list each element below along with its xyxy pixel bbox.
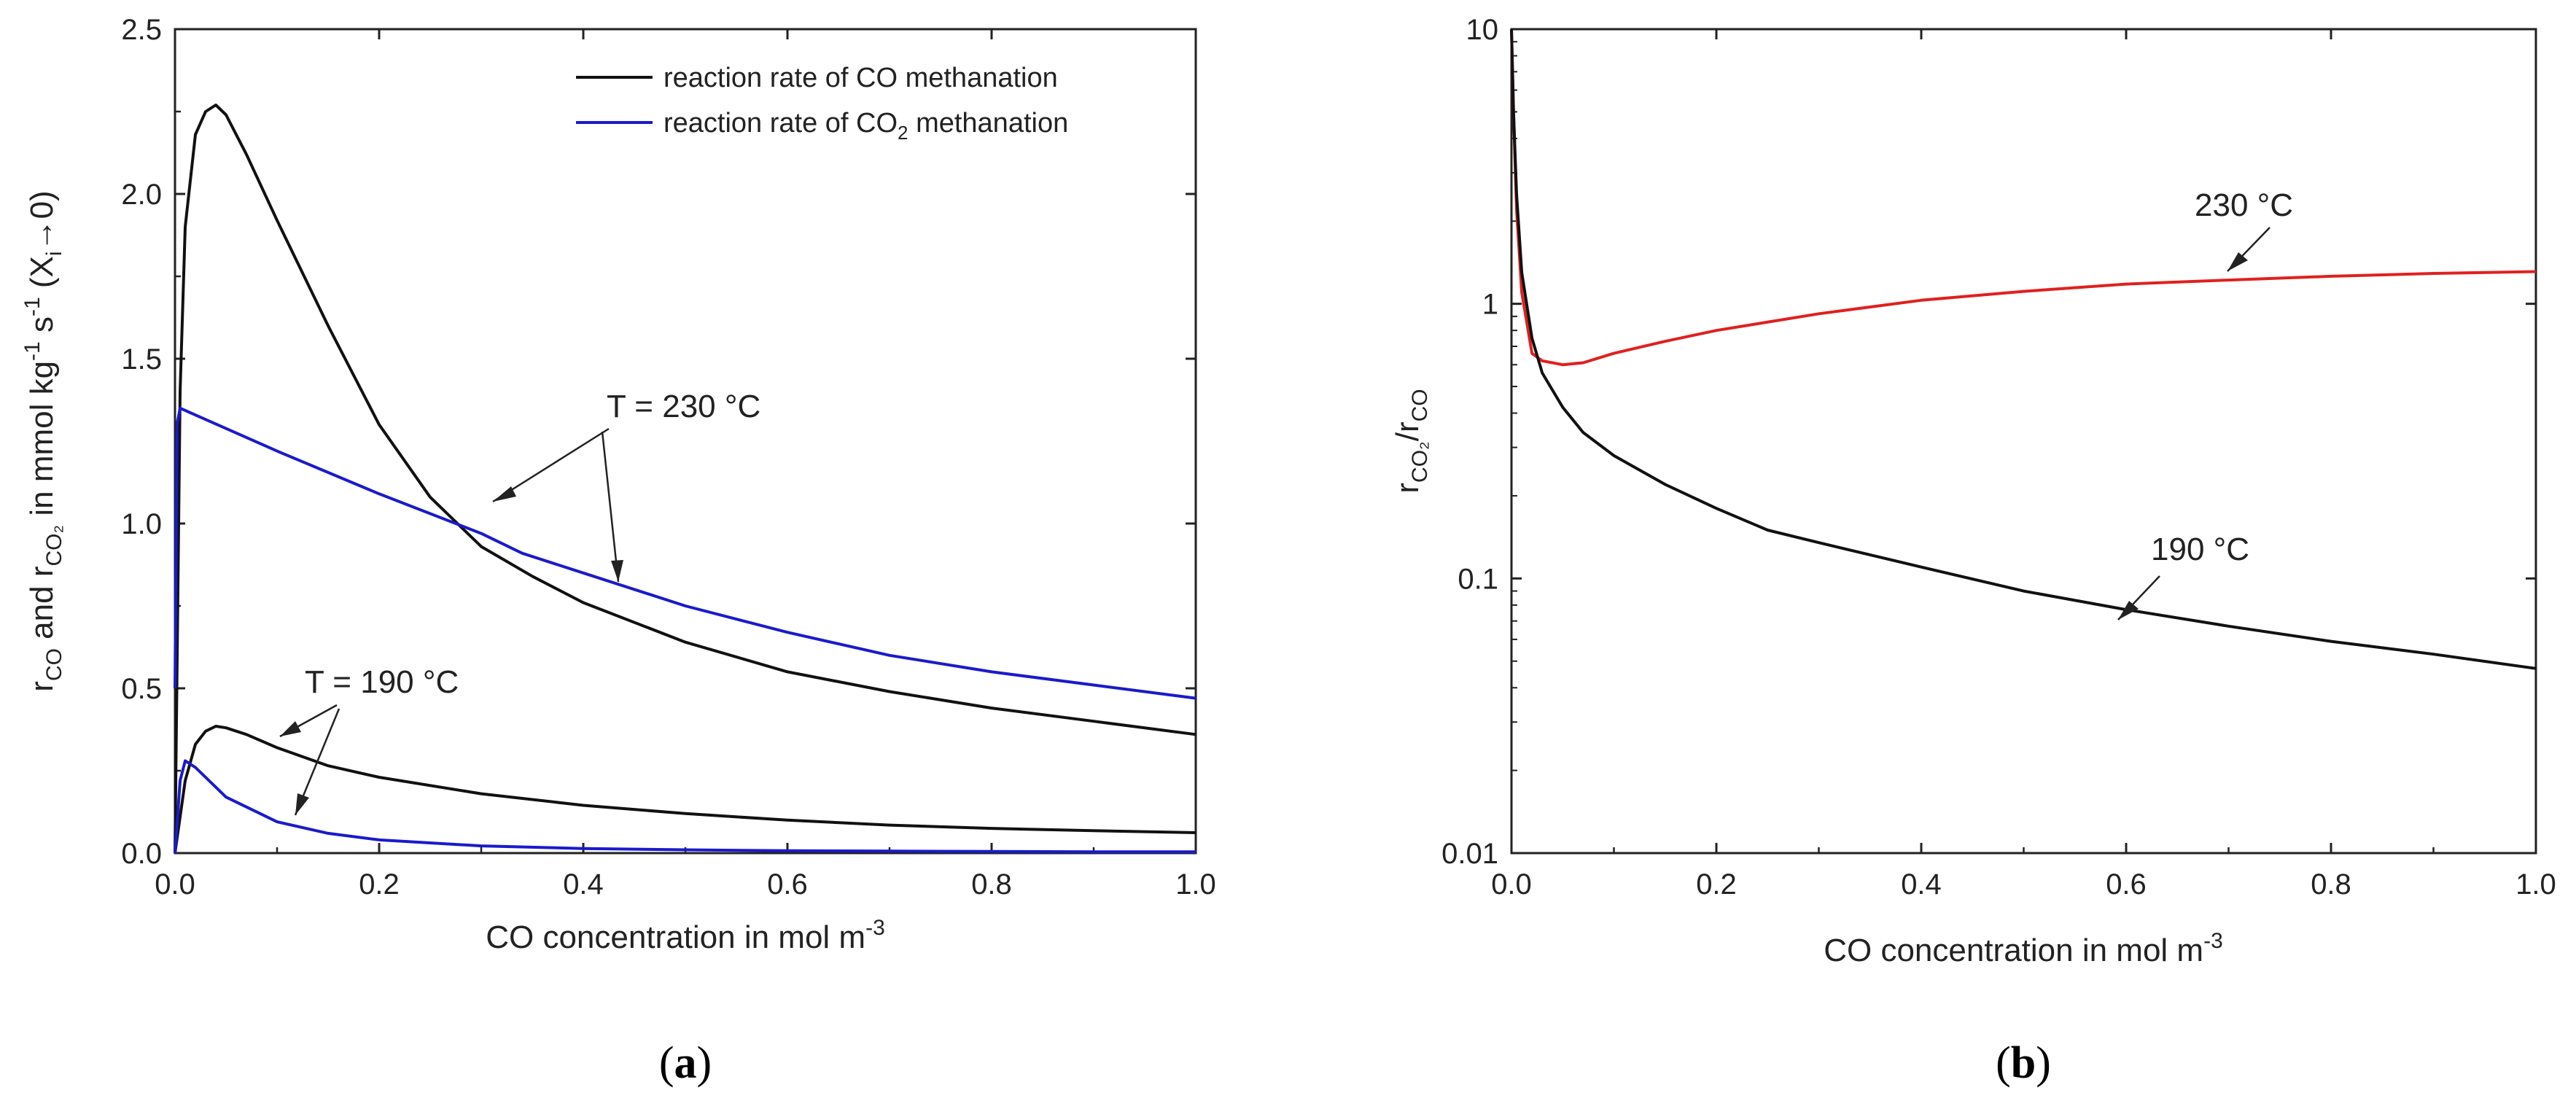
annotation-b-190: 190 °C — [2151, 532, 2249, 567]
x-tick-label-0: 0.0 — [155, 868, 195, 900]
x-tick-label-4: 0.8 — [2311, 868, 2351, 900]
x-tick-label-1: 0.2 — [1696, 868, 1737, 900]
y-tick-label-1: 0.5 — [121, 673, 162, 705]
y-tick-label-3: 1.5 — [121, 343, 162, 376]
series-line-2 — [174, 725, 1196, 854]
legend-label-co: reaction rate of CO methanation — [664, 63, 1058, 93]
chart-b-ylabel: rCO₂/rCO — [1390, 389, 1432, 493]
series-line-0 — [174, 104, 1196, 854]
x-tick-label-3: 0.6 — [2106, 868, 2147, 900]
chart-a-series — [174, 104, 1196, 854]
y-tick-label-0: 0.0 — [121, 838, 162, 870]
annotation-b-230: 230 °C — [2195, 187, 2293, 223]
chart-b-series — [1510, 28, 2537, 670]
x-tick-label-5: 1.0 — [2515, 868, 2556, 900]
y-tick-label-1: 0.1 — [1458, 563, 1498, 595]
chart-b: 0.0 0.2 0.4 0.6 0.8 1.0 0.01 0.1 1 10 230 °C 190 … — [1390, 14, 2556, 1088]
x-tick-label-2: 0.4 — [1901, 868, 1942, 900]
chart-a-plot-frame — [174, 28, 1197, 855]
chart-a: 0.0 0.2 0.4 0.6 0.8 1.0 0.0 0.5 1.0 1.5 2.0 2.5 rea… — [20, 14, 1216, 1088]
chart-a-ticks: 0.0 0.2 0.4 0.6 0.8 1.0 0.0 0.5 1.0 1.5 2.0 2.5 — [121, 14, 1215, 900]
chart-b-xlabel: CO concentration in mol m-3 — [1824, 929, 2223, 968]
panel-label-a: (a) — [659, 1038, 712, 1088]
chart-a-ylabel: rCO and rCO₂ in mmol kg-1 s-1 (Xi→0) — [20, 190, 66, 691]
series-line-1 — [174, 406, 1196, 700]
y-tick-label-0: 0.01 — [1441, 838, 1498, 870]
x-tick-label-5: 1.0 — [1175, 868, 1216, 900]
annotation-230: T = 230 °C — [607, 389, 760, 424]
annotation-230-arrowhead-1 — [493, 486, 516, 502]
y-tick-label-4: 2.0 — [121, 179, 162, 211]
x-tick-label-0: 0.0 — [1491, 868, 1532, 900]
panel-label-b: (b) — [1996, 1038, 2051, 1088]
x-tick-label-4: 0.8 — [971, 868, 1012, 900]
series-line-3 — [174, 759, 1196, 854]
annotation-b-230-arrowhead — [2227, 252, 2248, 271]
series-line-0 — [1510, 28, 2537, 367]
y-tick-label-2: 1.0 — [121, 508, 162, 540]
y-tick-label-3: 10 — [1466, 14, 1499, 46]
chart-a-xlabel: CO concentration in mol m-3 — [486, 916, 885, 955]
annotation-190-arrowhead-1 — [280, 721, 301, 736]
chart-a-legend: reaction rate of CO methanation reaction… — [576, 63, 1068, 144]
x-tick-label-2: 0.4 — [563, 868, 604, 900]
annotation-b-190-arrowhead — [2118, 601, 2139, 620]
annotation-230-arrowhead-2 — [611, 560, 623, 582]
legend-label-co2: reaction rate of CO2 methanation — [664, 108, 1068, 144]
annotation-230-arrow-2 — [601, 431, 620, 583]
annotation-190-arrowhead-2 — [295, 793, 309, 815]
x-tick-label-1: 0.2 — [359, 868, 400, 900]
x-tick-label-3: 0.6 — [767, 868, 808, 900]
chart-b-ticks: 0.0 0.2 0.4 0.6 0.8 1.0 0.01 0.1 1 10 — [1441, 14, 2556, 900]
y-tick-label-2: 1 — [1482, 289, 1498, 321]
chart-b-plot-frame — [1510, 28, 2537, 855]
annotation-190: T = 190 °C — [305, 664, 459, 700]
y-tick-label-5: 2.5 — [121, 14, 162, 46]
series-line-1 — [1510, 28, 2537, 670]
